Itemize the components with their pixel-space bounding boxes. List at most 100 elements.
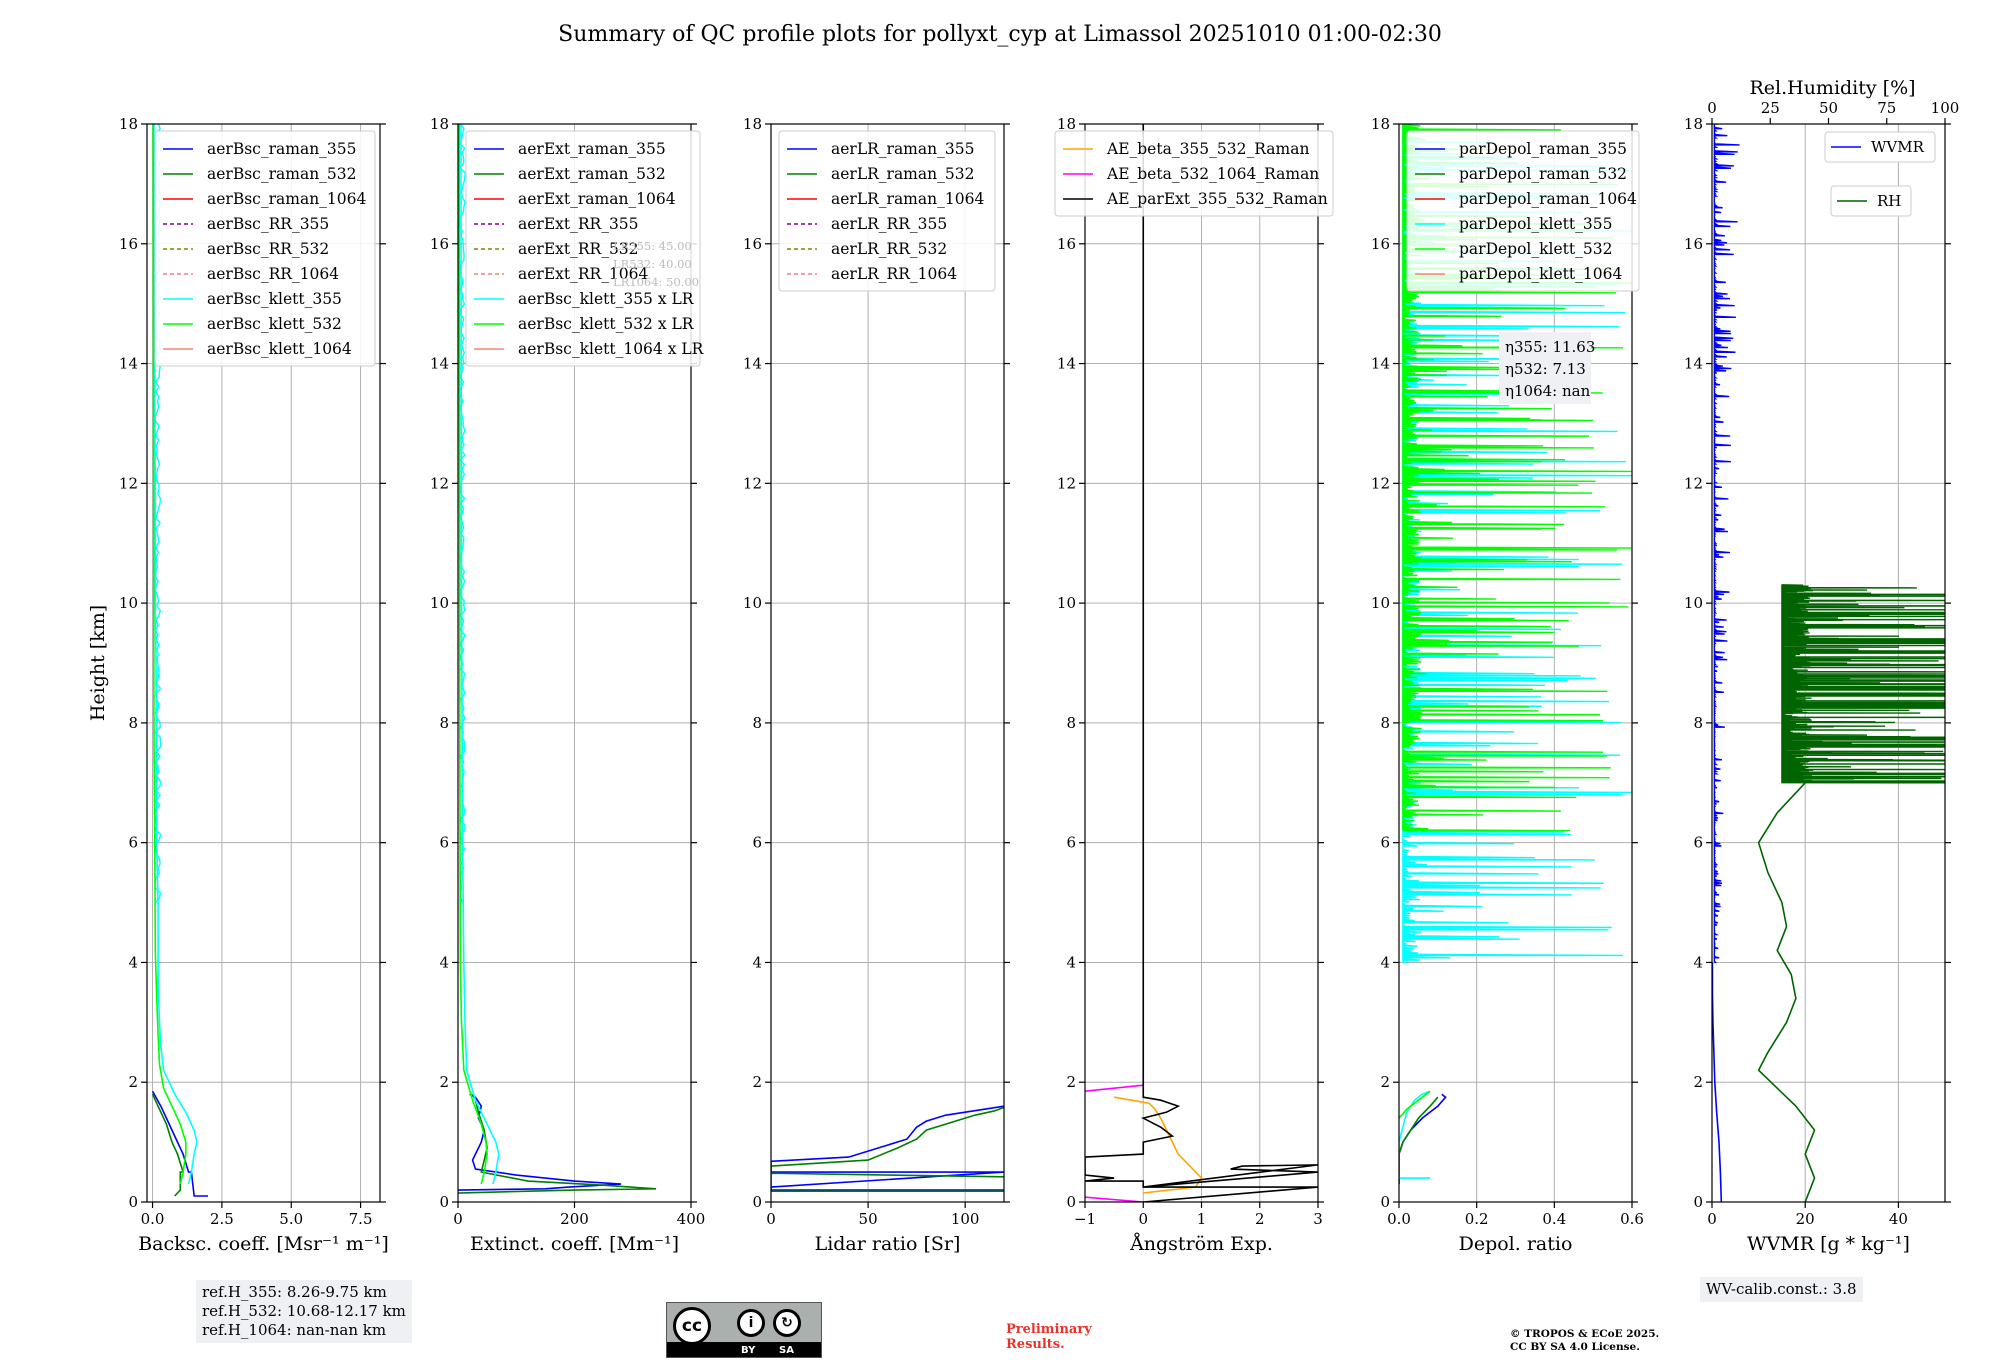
y-tick-label: 12 [119, 474, 138, 492]
top-tick-label: 0 [1707, 99, 1717, 117]
y-tick-label: 8 [1693, 714, 1703, 732]
axes-frame [770, 123, 1005, 1203]
eta-note: η532: 7.13 [1505, 360, 1586, 378]
x-tick-label: 40 [1889, 1210, 1908, 1228]
figure-title: Summary of QC profile plots for pollyxt_… [558, 22, 1442, 47]
y-tick-label: 6 [1066, 834, 1076, 852]
x-tick-label: 400 [677, 1210, 706, 1228]
y-tick-label: 0 [1693, 1193, 1703, 1211]
x-axis-label: Extinct. coeff. [Mm⁻¹] [470, 1233, 679, 1255]
y-tick-label: 0 [1066, 1193, 1076, 1211]
preliminary-line1: Preliminary [1006, 1322, 1092, 1337]
legend-label: aerBsc_RR_1064 [207, 265, 339, 283]
x-tick-label: 3 [1313, 1210, 1323, 1228]
x-tick-label: 20 [1796, 1210, 1815, 1228]
y-tick-label: 16 [119, 235, 138, 253]
legend: parDepol_raman_355 parDepol_raman_532 parD… [1406, 130, 1640, 292]
x-tick-label: 200 [560, 1210, 589, 1228]
series-line-aerBsc_raman_355 [151, 1090, 209, 1197]
legend-box [1830, 185, 1912, 217]
series-line-AE_beta_532_1064_Raman [1085, 1196, 1144, 1202]
y-tick-label: 12 [430, 474, 449, 492]
legend-box [154, 130, 376, 367]
x-tick-label: 0 [766, 1210, 776, 1228]
copyright-note: © TROPOS & ECoE 2025. CC BY SA 4.0 Licen… [1510, 1328, 1730, 1354]
x-tick-label: 100 [951, 1210, 980, 1228]
x-tick-label: 2 [1255, 1210, 1265, 1228]
top-tick-label: 75 [1877, 99, 1896, 117]
top-tick-label: 50 [1819, 99, 1838, 117]
x-tick-label: 0.6 [1620, 1210, 1644, 1228]
legend-label: aerExt_RR_355 [518, 215, 639, 233]
sa-share-icon: ↻ [773, 1309, 801, 1337]
x-axis-label: Backsc. coeff. [Msr⁻¹ m⁻¹] [138, 1233, 389, 1255]
y-tick-label: 18 [430, 115, 449, 133]
y-tick-label: 0 [128, 1193, 138, 1211]
series-line-parDepol_klett_355 [1399, 1090, 1431, 1179]
legend-label: AE_beta_532_1064_Raman [1106, 165, 1319, 183]
y-tick-label: 18 [1371, 115, 1390, 133]
axes-frame [146, 123, 381, 1203]
y-tick-label: 12 [1057, 474, 1076, 492]
y-tick-label: 6 [128, 834, 138, 852]
legend: aerBsc_raman_355 aerBsc_raman_532 aerBsc_r… [154, 130, 376, 367]
x-tick-label: −1 [1074, 1210, 1096, 1228]
legend-label: aerBsc_klett_532 [207, 315, 342, 333]
series-line-parDepol_raman_355 [1399, 1093, 1447, 1185]
top-tick-label: 25 [1761, 99, 1780, 117]
y-tick-label: 2 [1066, 1073, 1076, 1091]
series-line-parDepol_raman_532 [1399, 1096, 1439, 1185]
y-tick-label: 14 [743, 355, 762, 373]
y-tick-label: 2 [1380, 1073, 1390, 1091]
y-tick-label: 2 [439, 1073, 449, 1091]
ref-height-532: ref.H_532: 10.68-12.17 km [202, 1302, 406, 1320]
y-tick-label: 8 [439, 714, 449, 732]
by-person-icon: i [737, 1309, 765, 1337]
x-tick-label: 7.5 [349, 1210, 373, 1228]
cc-badge-bar [667, 1342, 821, 1357]
preliminary-line2: Results. [1006, 1337, 1065, 1352]
legend-label: parDepol_raman_532 [1459, 165, 1627, 183]
plot-area [458, 124, 657, 1194]
plot-area [1712, 124, 1945, 1202]
noisy-profile [1781, 584, 1945, 784]
series-line-aerBsc_klett_355 x LR [460, 124, 500, 1185]
axes-frame [1084, 123, 1319, 1203]
y-tick-label: 4 [439, 953, 449, 971]
y-tick-label: 12 [1684, 474, 1703, 492]
y-tick-label: 0 [752, 1193, 762, 1211]
series-line-aerBsc_klett_355 [153, 124, 198, 1185]
sa-label: SA [779, 1345, 794, 1356]
legend-box [1054, 130, 1334, 217]
panel-extinction: 0 200 400 0 2 4 6 8 10 12 14 16 18 Extinct. coeff. [M… [430, 115, 705, 1255]
y-tick-label: 16 [743, 235, 762, 253]
y-tick-label: 6 [439, 834, 449, 852]
y-tick-label: 8 [1066, 714, 1076, 732]
y-tick-label: 14 [1057, 355, 1076, 373]
x-axis-label: Depol. ratio [1459, 1233, 1573, 1255]
cc-license-badge: cc i ↻ BY SA [666, 1302, 822, 1358]
eta-note: η1064: nan [1505, 382, 1591, 400]
axes-frame [457, 123, 692, 1203]
x-tick-label: 0.0 [141, 1210, 165, 1228]
legend-label: aerLR_raman_532 [831, 165, 974, 183]
lidar-ratio-note: LR355: 45.00 [613, 239, 692, 253]
legend-label: aerBsc_klett_532 x LR [518, 315, 695, 333]
legend-label: aerLR_raman_1064 [831, 190, 984, 208]
legend-label: aerExt_raman_532 [518, 165, 666, 183]
y-tick-label: 2 [1693, 1073, 1703, 1091]
plot-area [771, 1105, 1004, 1193]
legend-label: parDepol_klett_1064 [1459, 265, 1622, 283]
legend-label: aerBsc_RR_532 [207, 240, 329, 258]
x-tick-label: 1 [1197, 1210, 1207, 1228]
ref-height-box: ref.H_355: 8.26-9.75 km ref.H_532: 10.68… [196, 1280, 412, 1343]
legend-label: aerBsc_klett_1064 x LR [518, 340, 705, 358]
y-tick-label: 18 [743, 115, 762, 133]
x-tick-label: 50 [859, 1210, 878, 1228]
legend: aerLR_raman_355 aerLR_raman_532 aerLR_rama… [778, 130, 996, 292]
series-line-RH [1757, 782, 1816, 1202]
legend: WVMR RH [1824, 131, 1936, 217]
copyright-line1: © TROPOS & ECoE 2025. [1510, 1328, 1660, 1340]
legend-label: aerBsc_klett_355 x LR [518, 290, 695, 308]
